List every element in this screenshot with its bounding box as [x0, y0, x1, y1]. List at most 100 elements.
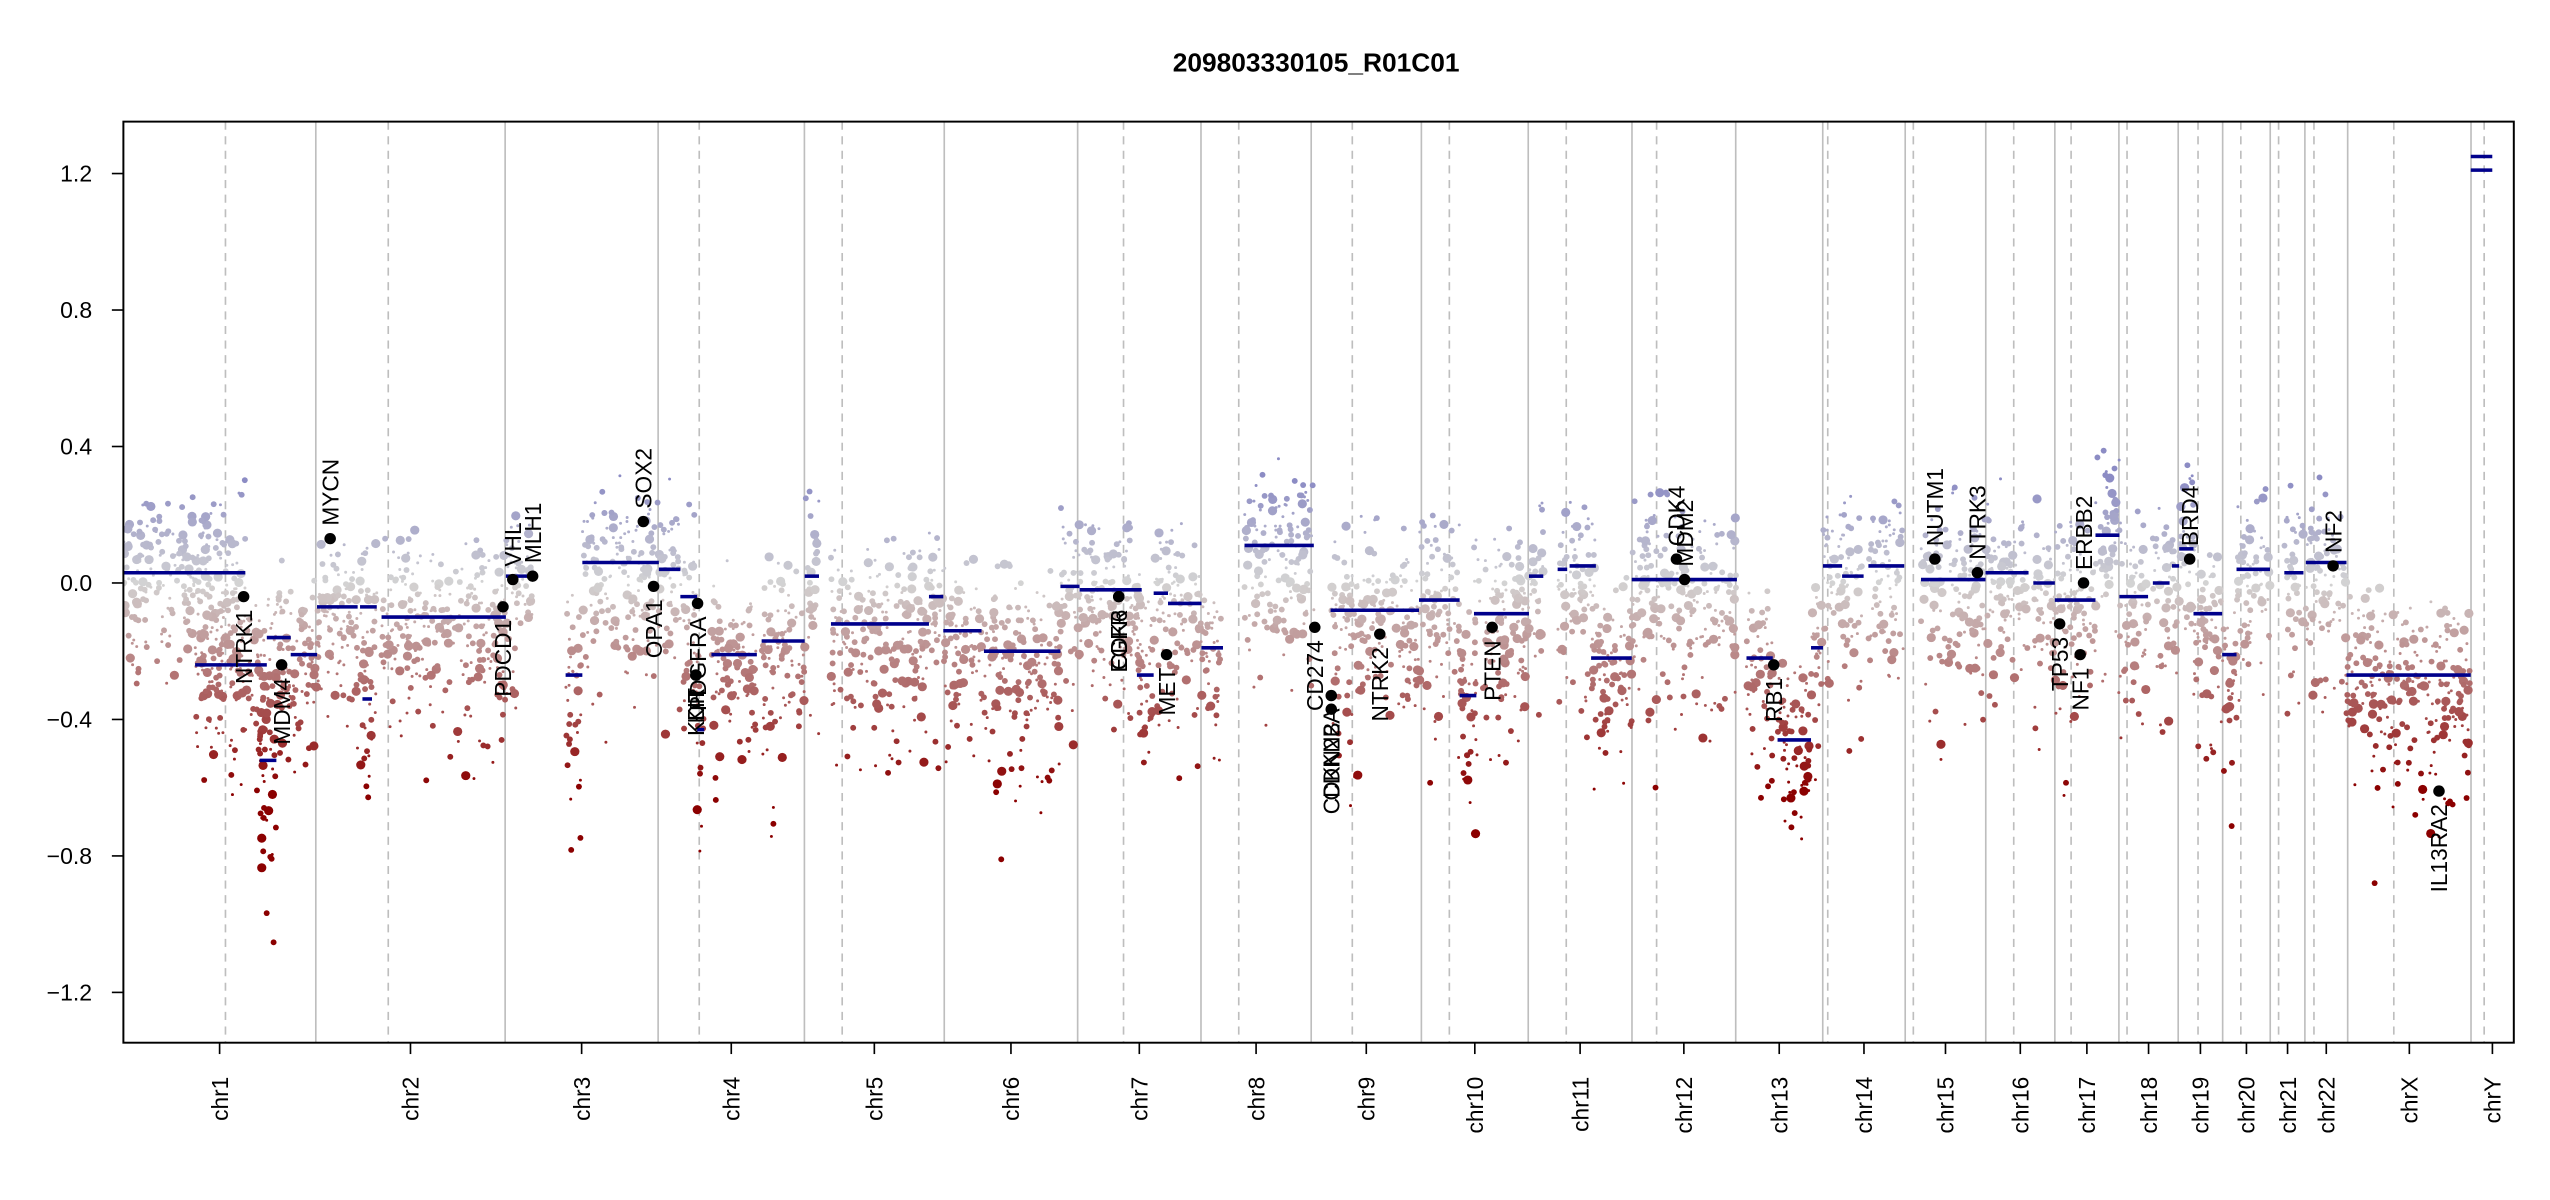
- probe-point: [1581, 504, 1588, 511]
- probe-point: [289, 645, 296, 652]
- probe-point: [1493, 537, 1497, 541]
- probe-point: [969, 661, 976, 668]
- probe-point: [399, 734, 403, 738]
- probe-point: [2370, 684, 2374, 687]
- probe-point: [2369, 680, 2373, 684]
- probe-point: [2417, 626, 2424, 633]
- probe-point: [981, 621, 988, 628]
- probe-point: [1330, 612, 1337, 618]
- probe-point: [1063, 678, 1070, 684]
- probe-point: [2066, 603, 2073, 610]
- probe-point: [830, 703, 834, 707]
- probe-point: [1514, 544, 1521, 550]
- probe-point: [1984, 553, 1991, 560]
- probe-point: [1972, 590, 1976, 594]
- probe-point: [134, 554, 141, 561]
- probe-point: [339, 627, 343, 631]
- probe-point: [2322, 676, 2329, 683]
- probe-point: [1071, 682, 1075, 686]
- probe-point: [1091, 669, 1095, 673]
- probe-point: [2130, 679, 2137, 686]
- probe-point: [2078, 552, 2082, 556]
- probe-point: [208, 750, 219, 760]
- probe-point: [2070, 635, 2077, 642]
- probe-point: [1172, 649, 1179, 656]
- probe-point: [779, 630, 786, 637]
- probe-point: [469, 714, 473, 718]
- probe-point: [360, 568, 364, 571]
- probe-point: [1293, 559, 1300, 566]
- probe-point: [1159, 688, 1166, 695]
- probe-point: [149, 558, 153, 561]
- probe-point: [2362, 658, 2372, 668]
- probe-point: [1126, 537, 1133, 544]
- probe-point: [456, 579, 463, 585]
- probe-point: [2101, 679, 2105, 683]
- probe-point: [1955, 611, 1959, 614]
- probe-point: [1592, 716, 1599, 723]
- probe-point: [1580, 589, 1586, 595]
- probe-point: [2104, 470, 2108, 474]
- probe-point: [918, 549, 922, 553]
- probe-point: [1132, 632, 1136, 636]
- probe-point: [1933, 536, 1940, 543]
- probe-point: [1859, 679, 1863, 683]
- probe-point: [1496, 683, 1503, 690]
- probe-point: [2438, 678, 2442, 682]
- probe-point: [260, 815, 267, 821]
- probe-point: [2247, 607, 2254, 614]
- probe-point: [1002, 667, 1006, 671]
- probe-point: [2032, 725, 2039, 732]
- probe-point: [2227, 655, 2231, 659]
- probe-point: [1039, 618, 1043, 622]
- probe-point: [2374, 785, 2381, 791]
- probe-point: [2357, 608, 2360, 612]
- probe-point: [168, 606, 175, 613]
- probe-point: [1399, 692, 1406, 699]
- probe-point: [930, 622, 934, 626]
- probe-point: [608, 523, 618, 533]
- probe-point: [2100, 562, 2107, 569]
- probe-point: [1215, 610, 1219, 614]
- probe-point: [858, 768, 862, 772]
- probe-point: [431, 579, 435, 583]
- probe-point: [1703, 703, 1707, 707]
- probe-point: [2438, 662, 2442, 666]
- probe-point: [1885, 638, 1892, 644]
- probe-point: [267, 597, 270, 601]
- probe-point: [1489, 758, 1492, 762]
- probe-point: [2068, 535, 2078, 546]
- probe-point: [2395, 663, 2402, 670]
- probe-point: [648, 508, 652, 511]
- probe-point: [1255, 528, 1259, 532]
- probe-point: [870, 680, 877, 687]
- probe-point: [948, 595, 955, 602]
- probe-point: [2394, 759, 2401, 766]
- probe-point: [178, 563, 185, 570]
- probe-point: [1155, 662, 1162, 669]
- probe-point: [1108, 611, 1118, 621]
- probe-point: [1520, 617, 1530, 627]
- probe-point: [662, 532, 666, 536]
- probe-point: [2033, 645, 2037, 649]
- probe-point: [357, 588, 364, 594]
- probe-point: [669, 600, 673, 604]
- probe-point: [287, 588, 294, 595]
- probe-point: [2435, 699, 2439, 703]
- probe-point: [339, 684, 343, 688]
- probe-point: [969, 644, 973, 648]
- probe-point: [941, 569, 945, 573]
- probe-point: [1176, 775, 1183, 782]
- probe-point: [1699, 551, 1703, 554]
- probe-point: [1765, 783, 1772, 790]
- probe-point: [1644, 587, 1651, 594]
- probe-point: [203, 526, 207, 530]
- probe-point: [1216, 700, 1220, 703]
- probe-point: [700, 715, 707, 722]
- probe-point: [1362, 615, 1366, 619]
- probe-point: [2081, 618, 2085, 622]
- probe-point: [1890, 630, 1897, 637]
- probe-point: [413, 620, 417, 624]
- probe-point: [2134, 571, 2138, 575]
